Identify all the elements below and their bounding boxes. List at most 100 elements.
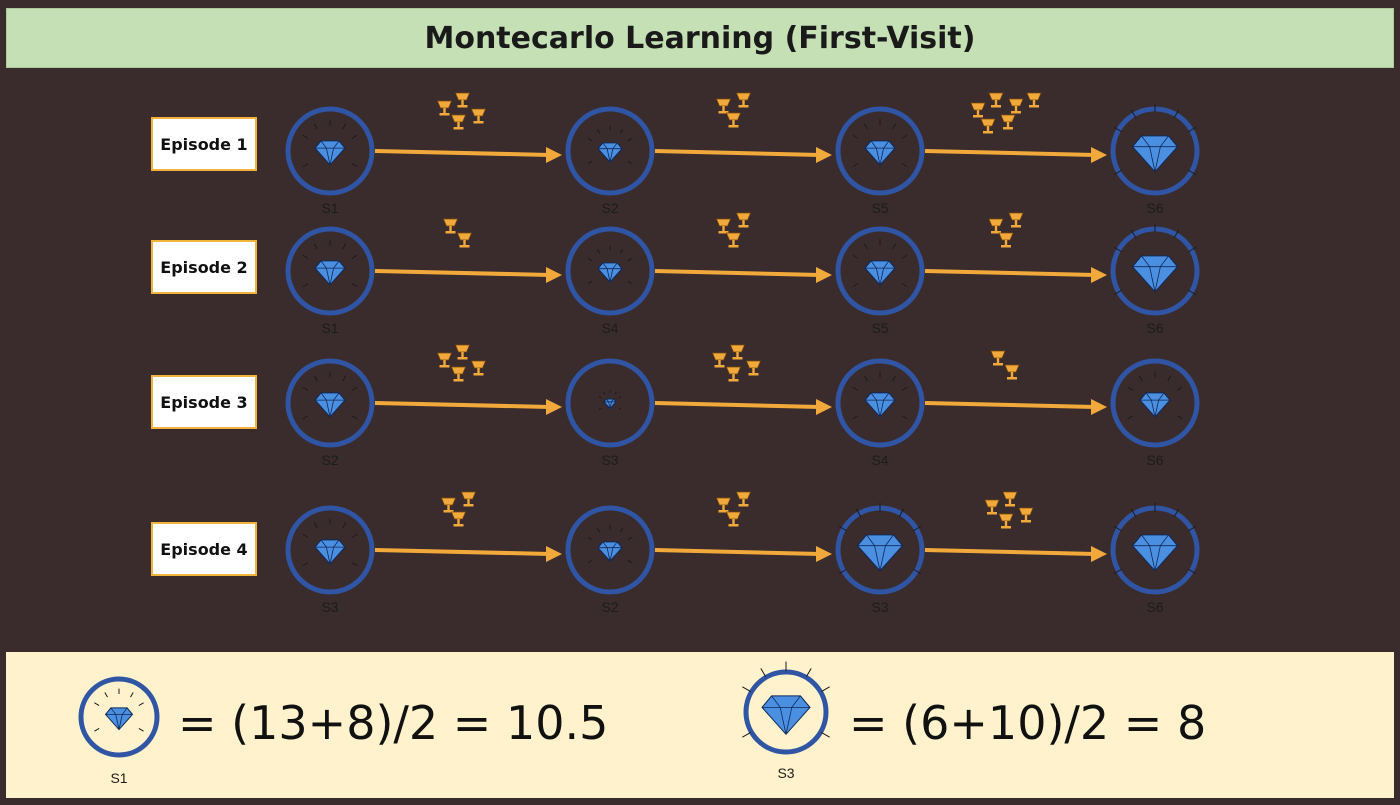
trophy-icon — [988, 218, 1004, 234]
reward-trophies — [442, 218, 473, 248]
state-label: S6 — [1146, 320, 1163, 336]
diamond-icon — [1127, 371, 1183, 420]
state-s6-node: S6 — [1110, 223, 1200, 336]
trophy-icon — [450, 114, 467, 130]
summary-state-s1-icon — [78, 676, 160, 758]
state-circle — [835, 226, 925, 316]
trophy-icon — [470, 108, 487, 124]
summary-state-s1-label: S1 — [110, 770, 127, 786]
trophy-icon — [450, 366, 467, 382]
diamond-icon — [302, 371, 358, 420]
trophy-icon — [1002, 491, 1018, 507]
state-label: S5 — [871, 200, 888, 216]
trophy-icon — [998, 232, 1014, 248]
diamond-icon — [1113, 502, 1197, 575]
trophy-icon — [1018, 507, 1034, 523]
trophy-icon — [725, 112, 742, 128]
state-circle — [835, 106, 925, 196]
trophy-icon — [715, 497, 732, 513]
state-label: S3 — [321, 599, 338, 615]
state-circle — [565, 505, 655, 595]
reward-trophies — [715, 92, 752, 128]
state-label: S3 — [871, 599, 888, 615]
episode-1-label: Episode 1 — [151, 117, 257, 171]
state-s2-node: S2 — [285, 358, 375, 468]
episode-1-row: S1 S2 S5 S6 — [285, 92, 1200, 216]
trophy-icon — [984, 499, 1000, 515]
state-s1-node: S1 — [285, 106, 375, 216]
trophy-icon — [456, 232, 473, 248]
title-banner: Montecarlo Learning (First-Visit) — [6, 8, 1394, 68]
state-circle — [565, 226, 655, 316]
episode-2-label: Episode 2 — [151, 240, 257, 294]
diamond-icon — [1113, 223, 1197, 296]
trophy-icon — [1026, 92, 1042, 108]
state-s6-node: S6 — [1110, 103, 1200, 216]
trophy-icon — [454, 92, 471, 108]
reward-trophies — [990, 350, 1020, 380]
state-label: S6 — [1146, 452, 1163, 468]
state-circle — [285, 106, 375, 196]
state-circle — [565, 358, 655, 448]
trophy-icon — [735, 491, 752, 507]
trophy-icon — [470, 360, 487, 376]
diamond-icon — [587, 245, 633, 285]
reward-trophies — [711, 344, 762, 382]
diamond-icon — [302, 119, 358, 168]
state-s5-node: S5 — [835, 226, 925, 336]
state-circle — [285, 358, 375, 448]
reward-trophies — [440, 491, 477, 527]
reward-trophies — [970, 92, 1042, 134]
reward-trophies — [715, 491, 752, 527]
state-circle — [285, 226, 375, 316]
trophy-icon — [725, 511, 742, 527]
trophy-icon — [436, 352, 453, 368]
transition-arrow — [654, 546, 832, 562]
episode-3-label: Episode 3 — [151, 375, 257, 429]
trophy-icon — [1004, 364, 1020, 380]
state-s6-node: S6 — [1110, 502, 1200, 615]
state-s3-node: S3 — [285, 505, 375, 615]
transition-arrow — [924, 147, 1107, 163]
summary-icons: S1 S3 — [78, 661, 830, 786]
trophy-icon — [1008, 212, 1024, 228]
trophy-icon — [988, 92, 1004, 108]
transition-arrow — [374, 399, 562, 415]
transition-arrow — [924, 546, 1107, 562]
state-label: S4 — [601, 320, 618, 336]
state-circle — [565, 106, 655, 196]
state-label: S3 — [601, 452, 618, 468]
trophy-icon — [715, 218, 732, 234]
summary-formula-s3: = (6+10)/2 = 8 — [849, 696, 1207, 750]
trophy-icon — [715, 98, 732, 114]
transition-arrow — [654, 147, 832, 163]
trophy-icon — [440, 497, 457, 513]
diamond-icon — [94, 688, 144, 732]
state-label: S2 — [321, 452, 338, 468]
reward-trophies — [715, 212, 752, 248]
diamond-icon — [1113, 103, 1197, 176]
state-label: S2 — [601, 200, 618, 216]
episode-2-row: S1 S4 S5 S6 — [285, 212, 1200, 336]
diamond-icon — [598, 390, 622, 410]
state-label: S6 — [1146, 200, 1163, 216]
trophy-icon — [725, 232, 742, 248]
trophy-icon — [990, 350, 1006, 366]
diamond-icon — [852, 119, 908, 168]
state-s5-node: S5 — [835, 106, 925, 216]
summary-state-s3-label: S3 — [777, 765, 794, 781]
diamond-icon — [742, 661, 830, 738]
reward-trophies — [988, 212, 1024, 248]
diamond-icon — [838, 502, 922, 575]
trophy-icon — [980, 118, 996, 134]
transition-arrow — [374, 267, 562, 283]
trophy-icon — [735, 212, 752, 228]
diamond-icon — [302, 518, 358, 567]
trophy-icon — [436, 100, 453, 116]
trophy-icon — [1000, 114, 1016, 130]
state-circle — [285, 505, 375, 595]
summary-formula-s1: = (13+8)/2 = 10.5 — [178, 696, 609, 750]
diamond-icon — [852, 371, 908, 420]
diamond-icon — [587, 125, 633, 165]
trophy-icon — [998, 513, 1014, 529]
